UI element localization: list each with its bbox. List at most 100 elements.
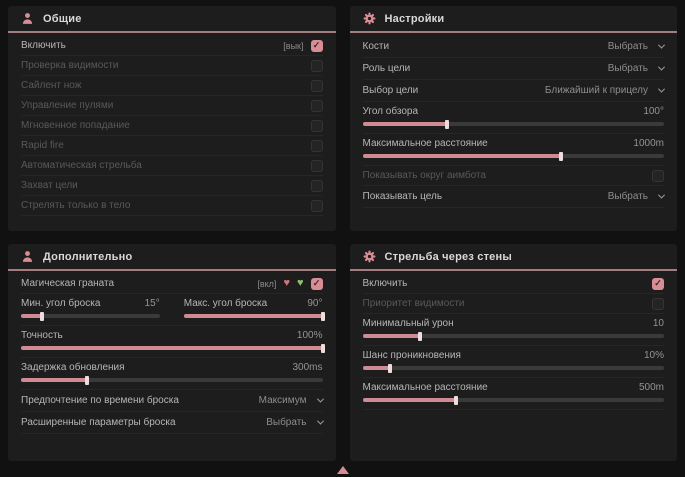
panel-wallbang: Стрельба через стены Включить Приоритет … <box>349 244 677 461</box>
dropdown[interactable]: Выбрать <box>607 41 666 52</box>
row-min-damage-slider: Минимальный урон 10 <box>362 314 664 346</box>
checkbox[interactable] <box>310 99 323 112</box>
slider-track[interactable] <box>362 395 664 405</box>
row-enable[interactable]: Включить [вык] <box>21 36 323 56</box>
slider-thumb[interactable] <box>444 119 449 129</box>
slider-track[interactable] <box>183 311 325 321</box>
row-enable[interactable]: Включить <box>362 274 664 294</box>
row-instant-hit[interactable]: Мгновенное попадание <box>21 116 323 136</box>
row-visibility-check[interactable]: Проверка видимости <box>21 56 323 76</box>
row-accuracy-slider: Точность 100% <box>21 326 325 358</box>
slider-thumb[interactable] <box>85 375 90 385</box>
panel-settings-body: Кости Выбрать Роль цели Выбрать Выбор це… <box>350 33 678 208</box>
dropdown-value: Ближайший к прицелу <box>544 85 648 96</box>
checkbox[interactable] <box>310 39 323 52</box>
row-label: Кости <box>362 41 390 52</box>
chevron-down-icon <box>657 41 666 49</box>
dropdown[interactable]: Выбрать <box>608 191 666 202</box>
row-target-snap[interactable]: Захват цели <box>21 176 323 196</box>
person-icon <box>22 13 33 24</box>
row-visibility-priority[interactable]: Приоритет видимости <box>362 294 664 314</box>
row-silent-knife[interactable]: Сайлент нож <box>21 76 323 96</box>
row-throw-angles: Мин. угол броска 15° Макс. угол броска 9… <box>21 294 325 326</box>
slider-thumb[interactable] <box>320 343 325 353</box>
slider-value: 10% <box>643 350 664 361</box>
dropdown[interactable]: Максимум <box>259 395 324 406</box>
dropdown[interactable]: Выбрать <box>608 63 666 74</box>
slider-thumb[interactable] <box>320 311 325 321</box>
slider-thumb[interactable] <box>453 395 458 405</box>
row-label: Показывать цель <box>362 191 443 202</box>
row-label: Автоматическая стрельба <box>21 160 142 171</box>
slider-track[interactable] <box>362 363 664 373</box>
broken-heart-icon[interactable] <box>283 278 290 289</box>
slider-thumb[interactable] <box>559 151 564 161</box>
row-penetration-chance-slider: Шанс проникновения 10% <box>362 346 664 378</box>
slider-value: 1000m <box>633 138 664 149</box>
slider-track[interactable] <box>362 151 664 161</box>
row-show-target[interactable]: Показывать цель Выбрать <box>362 186 666 208</box>
slider-track[interactable] <box>21 375 323 385</box>
row-label: Приоритет видимости <box>362 298 465 309</box>
slider-label: Задержка обновления <box>21 362 125 373</box>
checkbox[interactable] <box>310 277 323 290</box>
row-label: Стрелять только в тело <box>21 200 131 211</box>
dropdown-value: Выбрать <box>266 417 307 428</box>
slider-track[interactable] <box>21 343 325 353</box>
row-target-role[interactable]: Роль цели Выбрать <box>362 58 666 80</box>
slider-label: Угол обзора <box>362 106 419 117</box>
checkbox[interactable] <box>310 199 323 212</box>
chevron-down-icon <box>316 395 324 403</box>
checkbox[interactable] <box>310 119 323 132</box>
chevron-down-icon <box>657 63 666 71</box>
slider-thumb[interactable] <box>417 331 422 341</box>
panel-general: Общие Включить [вык] Проверка видимости … <box>8 6 336 231</box>
checkbox[interactable] <box>310 79 323 92</box>
slider-value: 15° <box>144 298 160 309</box>
dropdown-value: Выбрать <box>607 41 648 52</box>
slider-track[interactable] <box>362 331 664 341</box>
bind-tag: [вык] <box>283 40 304 51</box>
row-show-aimbot-circle[interactable]: Показывать округ аимбота <box>362 166 664 186</box>
row-advanced-throw-params[interactable]: Расширенные параметры броска Выбрать <box>21 412 324 434</box>
row-magic-grenade[interactable]: Магическая граната [вкл] <box>21 274 323 294</box>
checkbox[interactable] <box>310 139 323 152</box>
slider-track[interactable] <box>362 119 664 129</box>
panel-additional: Дополнительно Магическая граната [вкл] М… <box>8 244 336 461</box>
slider-thumb[interactable] <box>39 311 44 321</box>
person-icon <box>22 251 33 262</box>
green-heart-icon[interactable] <box>297 278 304 289</box>
row-throw-time-preference[interactable]: Предпочтение по времени броска Максимум <box>21 390 324 412</box>
slider-label: Максимальное расстояние <box>362 138 488 149</box>
checkbox[interactable] <box>310 179 323 192</box>
row-bullet-control[interactable]: Управление пулями <box>21 96 323 116</box>
slider-label: Максимальное расстояние <box>362 382 488 393</box>
gear-icon <box>363 250 375 263</box>
dropdown[interactable]: Выбрать <box>266 417 324 428</box>
slider-value: 10 <box>652 318 664 329</box>
row-auto-fire[interactable]: Автоматическая стрельба <box>21 156 323 176</box>
slider-thumb[interactable] <box>387 363 392 373</box>
checkbox[interactable] <box>652 277 664 290</box>
panel-additional-body: Магическая граната [вкл] Мин. угол броск… <box>8 271 336 434</box>
chevron-down-icon <box>316 417 324 425</box>
panel-settings: Настройки Кости Выбрать Роль цели Выбрат… <box>349 6 678 231</box>
checkbox[interactable] <box>310 59 323 72</box>
checkbox[interactable] <box>310 159 323 172</box>
row-body-only[interactable]: Стрелять только в тело <box>21 196 323 216</box>
chevron-down-icon <box>657 85 666 93</box>
dropdown[interactable]: Ближайший к прицелу <box>544 85 666 96</box>
row-bones[interactable]: Кости Выбрать <box>362 36 666 58</box>
checkbox[interactable] <box>652 297 664 310</box>
row-target-selection[interactable]: Выбор цели Ближайший к прицелу <box>362 80 666 102</box>
row-label: Сайлент нож <box>21 80 82 91</box>
slider-track[interactable] <box>21 311 160 321</box>
panel-additional-header: Дополнительно <box>8 244 336 271</box>
row-label: Включить <box>362 278 408 289</box>
checkbox[interactable] <box>652 169 664 182</box>
slider-value: 300ms <box>292 362 323 373</box>
scroll-up-indicator-icon[interactable] <box>336 466 349 474</box>
slider-value: 100% <box>296 330 323 341</box>
slider-value: 100° <box>643 106 664 117</box>
row-rapid-fire[interactable]: Rapid fire <box>21 136 323 156</box>
